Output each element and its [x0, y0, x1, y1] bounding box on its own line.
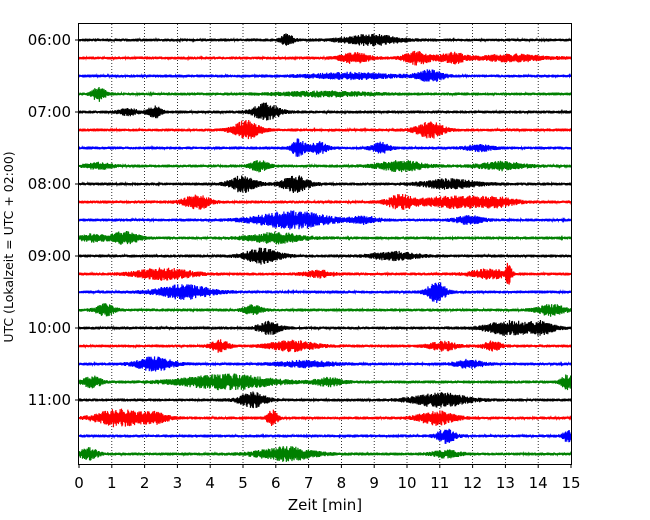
y-tick-label: 11:00: [28, 391, 71, 409]
x-tick-label: 3: [173, 474, 183, 492]
seismogram-trace: [78, 210, 572, 230]
seismogram-trace: [78, 230, 572, 245]
x-tick-label: 1: [107, 474, 117, 492]
seismogram-trace: [78, 339, 572, 353]
y-tick-label: 08:00: [28, 175, 71, 193]
x-tick-label: 12: [463, 474, 482, 492]
seismogram-trace: [78, 446, 572, 462]
y-tick-label: 07:00: [28, 103, 71, 121]
seismogram-trace: [78, 320, 572, 336]
x-axis-label: Zeit [min]: [288, 496, 362, 514]
x-axis-ticks: 0 1 2 3 4 5 6 7 8 9 10 11 12 13 14 15: [74, 464, 581, 492]
plot-frame: [78, 23, 572, 465]
seismogram-trace: [78, 391, 572, 409]
x-tick-label: 0: [74, 474, 84, 492]
seismogram-trace: [78, 194, 572, 210]
x-tick-label: 5: [238, 474, 248, 492]
y-tick-label: 06:00: [28, 31, 71, 49]
x-tick-label: 11: [430, 474, 449, 492]
seismogram-trace: [78, 373, 572, 391]
seismogram-trace: [78, 50, 572, 66]
x-tick-label: 6: [271, 474, 281, 492]
seismogram-trace: [78, 303, 572, 317]
y-tick-label: 09:00: [28, 247, 71, 265]
seismogram-trace: [78, 428, 572, 444]
seismogram-trace: [78, 262, 572, 285]
y-axis-label: UTC (Lokalzeit = UTC + 02:00): [1, 151, 16, 342]
x-tick-label: 2: [140, 474, 150, 492]
seismogram-trace: [78, 119, 572, 140]
seismogram-trace: [78, 160, 572, 173]
grid-lines: [111, 24, 539, 464]
x-tick-label: 7: [304, 474, 314, 492]
seismogram-trace: [78, 33, 572, 47]
seismogram-trace: [78, 69, 572, 82]
x-tick-label: 13: [496, 474, 515, 492]
y-tick-label: 10:00: [28, 319, 71, 337]
seismogram-trace: [78, 138, 572, 157]
seismogram-trace: [78, 102, 572, 121]
seismogram-trace: [78, 356, 572, 372]
x-tick-label: 14: [529, 474, 548, 492]
x-tick-label: 10: [397, 474, 416, 492]
x-tick-label: 8: [337, 474, 347, 492]
y-axis-ticks: 06:00 07:00 08:00 09:00 10:00 11:00: [28, 31, 79, 409]
seismogram-trace: [78, 87, 572, 102]
seismogram-trace: [78, 247, 572, 265]
seismogram-trace: [78, 175, 572, 194]
seismogram-trace: [78, 408, 572, 428]
x-tick-label: 9: [369, 474, 379, 492]
x-tick-label: 4: [205, 474, 215, 492]
x-tick-label: 15: [561, 474, 580, 492]
seismogram-trace: [78, 282, 572, 303]
seismogram-traces: [78, 33, 572, 462]
